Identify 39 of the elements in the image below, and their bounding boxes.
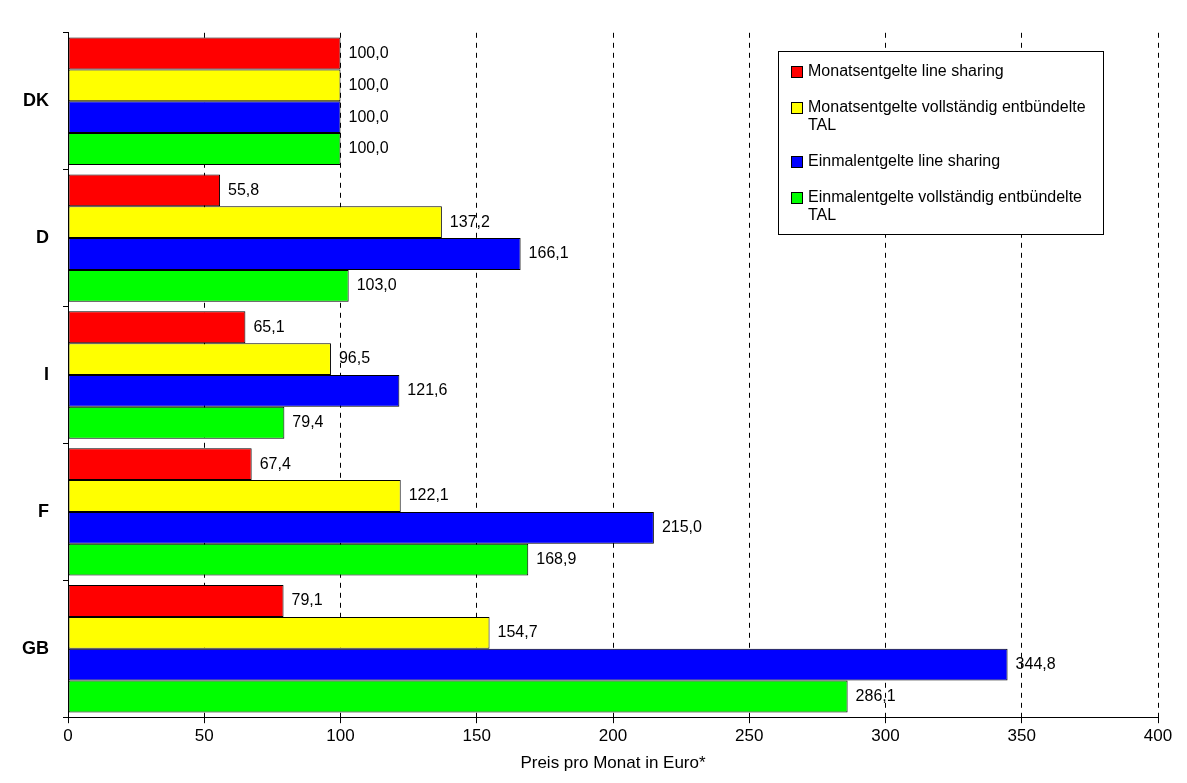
y-tick-label: I [43, 363, 49, 384]
data-label: 286,1 [855, 686, 896, 704]
data-label: 137,2 [449, 212, 491, 230]
x-tick-label: 350 [1007, 726, 1036, 746]
data-label: 79,4 [292, 413, 324, 431]
data-label: 100,0 [348, 75, 389, 93]
data-label: 122,1 [408, 486, 449, 504]
x-tick-label: 0 [63, 726, 73, 746]
data-label: 100,0 [348, 43, 389, 61]
x-tick-label: 150 [462, 726, 491, 746]
y-tick-label: D [36, 227, 49, 248]
y-tick-label: GB [22, 637, 49, 658]
data-label: 154,7 [497, 623, 538, 641]
data-label: 96,5 [338, 349, 371, 367]
y-tick-label: DK [23, 90, 49, 111]
y-tick-label: F [38, 500, 49, 521]
data-label: 79,1 [291, 591, 323, 609]
data-label: 215,0 [661, 518, 703, 536]
x-tick-label: 300 [871, 726, 900, 746]
data-label: 344,8 [1015, 655, 1056, 673]
data-label: 65,1 [253, 317, 285, 335]
data-label: 100,0 [348, 139, 389, 157]
legend-label: Monatsentgelte line sharing [808, 61, 1004, 80]
data-label: 166,1 [528, 244, 569, 262]
legend-label: Monatsentgelte vollständig entbündelte TAL [808, 97, 1087, 134]
legend-label: Einmalentgelte line sharing [808, 151, 1001, 170]
data-label: 67,4 [259, 454, 291, 472]
data-label: 100,0 [348, 107, 389, 125]
x-tick-label: 250 [735, 726, 764, 746]
x-axis-title: Preis pro Monat in Euro* [520, 753, 706, 773]
data-label: 55,8 [228, 180, 260, 198]
data-label: 168,9 [536, 550, 577, 568]
x-tick-label: 200 [598, 726, 628, 746]
data-label: 121,6 [407, 381, 448, 399]
x-tick-label: 50 [194, 726, 214, 746]
data-label: 103,0 [356, 276, 397, 294]
x-tick-label: 400 [1143, 726, 1173, 746]
legend-label: Einmalentgelte vollständig entbündelte TAL [808, 187, 1083, 224]
x-tick-label: 100 [326, 726, 355, 746]
